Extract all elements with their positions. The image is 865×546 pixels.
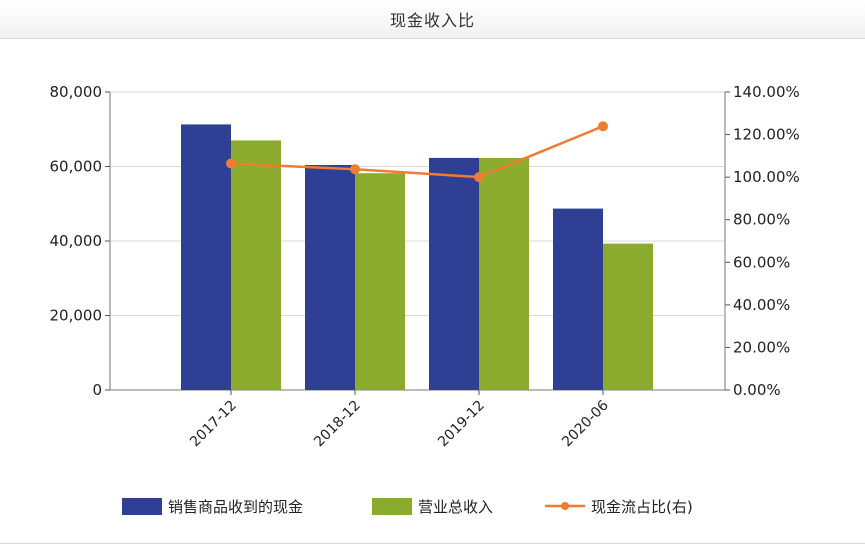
chart-header: 现金收入比 [0, 0, 865, 39]
y-left-tick-label: 20,000 [50, 307, 103, 325]
x-tick-label: 2020-06 [559, 397, 612, 450]
legend-label: 营业总收入 [418, 498, 493, 516]
y-right-tick-label: 60.00% [733, 253, 790, 271]
bar-total-revenue [479, 157, 529, 390]
line-point [226, 158, 236, 169]
y-right-tick-label: 120.00% [733, 126, 800, 144]
y-left-tick-label: 40,000 [50, 232, 103, 250]
line-point [474, 172, 484, 183]
bar-total-revenue [231, 140, 281, 390]
bar-total-revenue [355, 173, 405, 390]
x-tick-label: 2019-12 [435, 398, 488, 451]
y-right-tick-label: 80.00% [733, 211, 790, 229]
line-point [598, 121, 608, 132]
bar-total-revenue [603, 243, 653, 390]
bar-cash-received [181, 124, 231, 390]
legend-swatch [122, 498, 162, 515]
y-left-tick-label: 0 [92, 381, 102, 399]
x-tick-label: 2018-12 [311, 398, 364, 451]
y-right-tick-label: 100.00% [733, 168, 800, 186]
legend-swatch [372, 498, 412, 515]
bar-cash-received [553, 208, 603, 390]
x-tick-label: 2017-12 [187, 398, 240, 451]
chart-title: 现金收入比 [389, 11, 475, 30]
bar-cash-received [305, 165, 355, 390]
y-right-tick-label: 140.00% [733, 83, 800, 101]
line-cash-ratio [230, 125, 604, 179]
y-right-tick-label: 0.00% [733, 381, 781, 399]
y-right-tick-label: 40.00% [733, 296, 790, 314]
legend-swatch-marker [561, 502, 569, 510]
legend-label: 销售商品收到的现金 [168, 498, 303, 516]
y-right-tick-label: 20.00% [733, 338, 790, 356]
bottom-divider [0, 543, 865, 544]
y-left-tick-label: 60,000 [50, 158, 103, 176]
legend-label: 现金流占比(右) [591, 498, 693, 516]
bar-cash-received [429, 157, 479, 390]
line-point [350, 164, 360, 175]
y-left-tick-label: 80,000 [50, 83, 103, 101]
